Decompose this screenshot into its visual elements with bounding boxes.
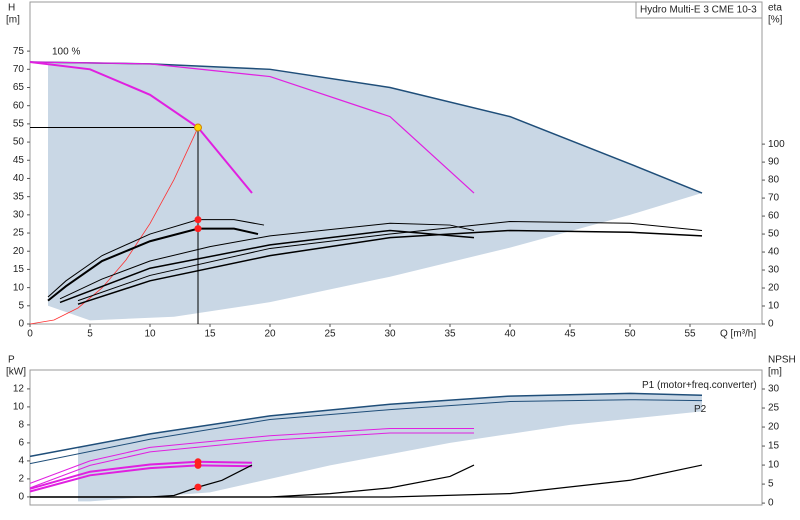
curve-label: 100 % [52, 47, 80, 58]
curve [29, 428, 474, 484]
chart-title: Hydro Multi-E 3 CME 10-3 [640, 5, 757, 16]
y-tick-label: 75 [13, 46, 25, 57]
y2-tick-label: 100 [768, 139, 785, 150]
curve [29, 392, 703, 458]
y-tick-label: 60 [13, 100, 25, 111]
y2-tick-label: 10 [768, 301, 780, 312]
x-axis-label: Q [m³/h] [720, 329, 756, 340]
y-tick-label: 6 [18, 438, 24, 449]
y-tick-label: 8 [18, 420, 24, 431]
curve [59, 222, 475, 300]
y-tick-label: 40 [13, 173, 25, 184]
y2-tick-label: 25 [768, 403, 780, 414]
curve [29, 464, 253, 493]
y-tick-label: 0 [18, 492, 24, 503]
y-tick-label: 30 [13, 209, 25, 220]
y-tick-label: 70 [13, 64, 25, 75]
y2-axis-unit: [m] [768, 367, 782, 378]
curve [29, 127, 199, 325]
x-tick-label: 5 [87, 329, 93, 340]
y-tick-label: 0 [18, 319, 24, 330]
x-tick-label: 20 [264, 329, 276, 340]
curve [29, 61, 253, 194]
y2-tick-label: 60 [768, 211, 780, 222]
curve [77, 220, 703, 302]
x-tick-label: 10 [144, 329, 156, 340]
x-tick-label: 50 [624, 329, 636, 340]
curve [29, 399, 703, 465]
curve [29, 432, 474, 489]
y-axis-unit: [kW] [6, 367, 26, 378]
x-tick-label: 35 [444, 329, 456, 340]
y2-tick-label: 90 [768, 157, 780, 168]
y-tick-label: 10 [13, 282, 25, 293]
y2-axis-unit: [%] [768, 15, 783, 26]
y-tick-label: 15 [13, 264, 25, 275]
curve [29, 460, 253, 490]
curve [29, 61, 475, 194]
x-tick-label: 15 [204, 329, 216, 340]
y-tick-label: 20 [13, 246, 25, 257]
y2-tick-label: 40 [768, 247, 780, 258]
y2-axis-label: eta [768, 3, 782, 14]
y2-tick-label: 50 [768, 229, 780, 240]
curve-label: P1 (motor+freq.converter) [642, 380, 757, 391]
y2-tick-label: 0 [768, 319, 774, 330]
y-tick-label: 4 [18, 456, 24, 467]
curve [59, 229, 475, 304]
y2-tick-label: 15 [768, 441, 780, 452]
curve [47, 219, 265, 298]
y-tick-label: 65 [13, 82, 25, 93]
y2-tick-label: 70 [768, 193, 780, 204]
y2-tick-label: 0 [768, 498, 774, 509]
x-tick-label: 45 [564, 329, 576, 340]
y-tick-label: 50 [13, 137, 25, 148]
curve [47, 227, 259, 302]
operating-point [194, 483, 202, 491]
y-tick-label: 35 [13, 191, 25, 202]
y2-tick-label: 20 [768, 422, 780, 433]
x-tick-label: 25 [324, 329, 336, 340]
y-tick-label: 45 [13, 155, 25, 166]
x-tick-label: 40 [504, 329, 516, 340]
y-tick-label: 12 [13, 384, 25, 395]
y-tick-label: 10 [13, 402, 25, 413]
y2-axis-label: NPSH [768, 355, 796, 366]
x-tick-label: 0 [27, 329, 33, 340]
operating-point [194, 123, 202, 132]
y-axis-label: P [8, 355, 15, 366]
operating-point [194, 461, 202, 469]
y-tick-label: 2 [18, 474, 24, 485]
operating-point [194, 225, 202, 233]
y-tick-label: 25 [13, 228, 25, 239]
curve-label: P2 [694, 404, 707, 415]
curve [30, 464, 703, 498]
y-axis-label: H [8, 3, 15, 14]
y2-tick-label: 30 [768, 265, 780, 276]
y-axis-unit: [m] [6, 15, 20, 26]
y-tick-label: 5 [18, 300, 24, 311]
y2-tick-label: 20 [768, 283, 780, 294]
y2-tick-label: 5 [768, 479, 774, 490]
curve [77, 229, 703, 305]
operating-point [194, 216, 202, 224]
y2-tick-label: 80 [768, 175, 780, 186]
y2-tick-label: 30 [768, 384, 780, 395]
y2-tick-label: 10 [768, 460, 780, 471]
x-tick-label: 30 [384, 329, 396, 340]
x-tick-label: 55 [684, 329, 696, 340]
title-box [635, 1, 763, 19]
y-tick-label: 55 [13, 119, 25, 130]
